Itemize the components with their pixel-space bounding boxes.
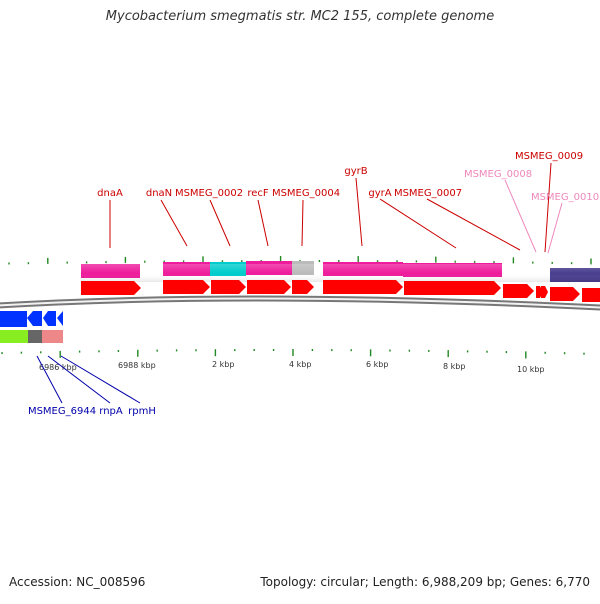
right-arrow-icon[interactable] <box>541 286 548 298</box>
gene-label-rnpa[interactable]: rnpA <box>99 406 123 417</box>
right-arrow-icon[interactable] <box>503 284 534 298</box>
right-arrow-icon[interactable] <box>211 280 246 294</box>
gene-label-msmeg-0002[interactable]: MSMEG_0002 <box>175 188 243 199</box>
left-arrow-icon[interactable] <box>43 311 56 326</box>
left-arrow-icon[interactable] <box>27 311 42 326</box>
accession-text: Accession: NC_008596 <box>9 575 146 589</box>
cds-track-reverse <box>0 330 63 343</box>
right-arrow-icon[interactable] <box>550 287 580 301</box>
gene-label-msmeg-0009[interactable]: MSMEG_0009 <box>515 151 583 162</box>
gene-track-reverse <box>0 311 63 327</box>
cds-block-darkgray[interactable] <box>28 330 42 343</box>
backbone-highlight <box>0 297 600 309</box>
left-arrow-icon[interactable] <box>57 311 63 326</box>
ruler-label: 6 kbp <box>366 360 388 369</box>
gene-label-msmeg-6944[interactable]: MSMEG_6944 <box>28 406 96 417</box>
right-arrow-icon[interactable] <box>81 281 141 295</box>
ruler-label: 4 kbp <box>289 360 311 369</box>
gene-label-msmeg-0010[interactable]: MSMEG_0010 <box>531 192 599 203</box>
cds-track-forward <box>81 261 600 282</box>
right-arrow-icon[interactable] <box>292 280 314 294</box>
cds-block-pink-small[interactable] <box>58 330 63 343</box>
right-arrow-icon[interactable] <box>323 280 403 294</box>
inner-tick-ruler <box>1 349 585 359</box>
right-arrow-icon[interactable] <box>404 281 501 295</box>
gene-track-forward <box>81 280 600 302</box>
reverse-label-lines <box>36 355 141 404</box>
gene-label-dnan[interactable]: dnaN <box>146 188 172 199</box>
gene-label-msmeg-0007[interactable]: MSMEG_0007 <box>394 188 462 199</box>
genome-title: Mycobacterium smegmatis str. MC2 155, co… <box>105 9 495 24</box>
gene-label-rpmh[interactable]: rpmH <box>128 406 156 417</box>
gene-label-gyrb[interactable]: gyrB <box>344 166 367 177</box>
gene-label-dnaa[interactable]: dnaA <box>97 188 123 199</box>
ruler-label: 8 kbp <box>443 362 465 371</box>
genome-summary-text: Topology: circular; Length: 6,988,209 bp… <box>260 575 590 589</box>
gene-arrow-partial[interactable] <box>582 288 600 302</box>
reverse-block-blue[interactable] <box>0 311 27 327</box>
gene-label-msmeg-0004[interactable]: MSMEG_0004 <box>272 188 340 199</box>
gene-label-recf[interactable]: recF <box>247 188 269 199</box>
right-arrow-icon[interactable] <box>163 280 210 294</box>
cds-shine-overlay <box>81 264 600 282</box>
forward-labels: dnaA dnaN MSMEG_0002 recF MSMEG_0004 gyr… <box>97 151 599 203</box>
ruler-labels: 6986 kbp 6988 kbp 2 kbp 4 kbp 6 kbp 8 kb… <box>39 360 545 374</box>
right-arrow-icon[interactable] <box>247 280 291 294</box>
forward-label-lines <box>109 162 563 254</box>
ruler-label: 2 kbp <box>212 360 234 369</box>
reverse-labels: MSMEG_6944 rnpA rpmH <box>28 406 156 417</box>
gene-label-msmeg-0008[interactable]: MSMEG_0008 <box>464 169 532 180</box>
gene-label-gyra[interactable]: gyrA <box>368 188 391 199</box>
ruler-label: 10 kbp <box>517 365 545 374</box>
cds-block-pink[interactable] <box>42 330 58 343</box>
ruler-label: 6986 kbp <box>39 363 77 372</box>
cds-block-green[interactable] <box>0 330 28 343</box>
ruler-label: 6988 kbp <box>118 361 156 370</box>
